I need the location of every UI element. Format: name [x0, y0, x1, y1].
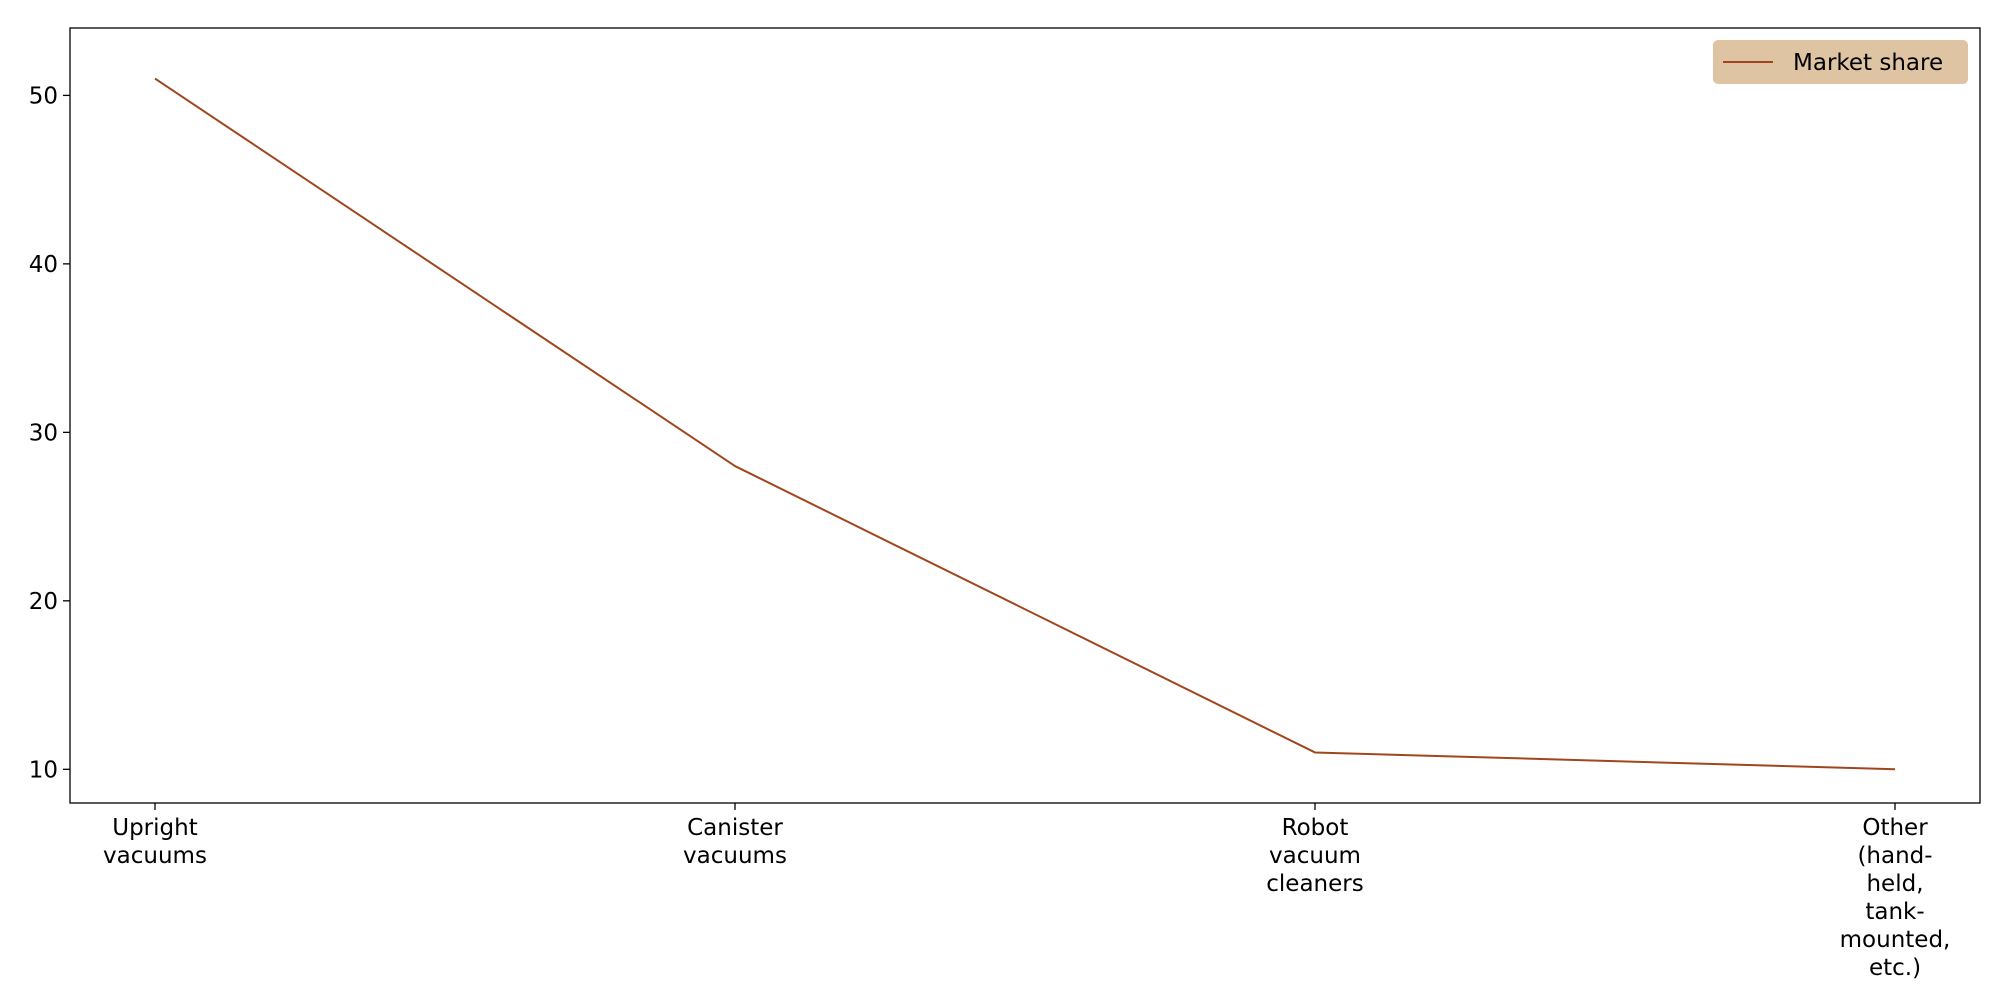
x-tick-label-2: Robot vacuum cleaners [1266, 815, 1363, 897]
series-line-0 [154, 77, 1896, 771]
x-tick-label-0: Upright vacuums [103, 815, 207, 869]
x-axis: Upright vacuums Canister vacuums Robot vacuum… [103, 803, 1950, 981]
legend-box [1713, 40, 1968, 84]
y-tick-label-40: 40 [29, 252, 58, 278]
y-tick-label-50: 50 [29, 83, 58, 109]
y-tick-label-20: 20 [29, 589, 58, 615]
y-tick-label-30: 30 [29, 420, 58, 446]
y-axis: 10 20 30 40 50 [29, 83, 70, 783]
series-layer [154, 77, 1896, 771]
legend: Market share [1713, 40, 1968, 84]
y-tick-label-10: 10 [29, 757, 58, 783]
x-tick-label-1: Canister vacuums [683, 815, 787, 869]
plot-frame [69, 27, 1981, 804]
legend-label-market-share: Market share [1793, 50, 1943, 76]
x-tick-label-3: Other (hand-held, tank-mounted, etc.) [1840, 815, 1951, 981]
